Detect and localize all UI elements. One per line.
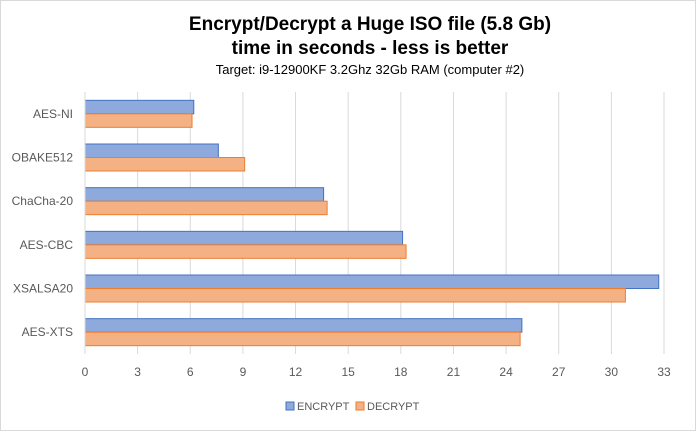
- bars: [84, 99, 660, 347]
- bar-encrypt-obake512: [84, 143, 219, 158]
- bar-decrypt-aes-cbc: [84, 244, 407, 259]
- category-label: OBAKE512: [12, 151, 74, 165]
- bar-encrypt-aes-xts: [84, 318, 523, 333]
- bar-decrypt-obake512: [84, 157, 246, 172]
- x-tick-label: 24: [499, 365, 513, 379]
- legend-label-encrypt: ENCRYPT: [297, 401, 350, 413]
- bar-encrypt-aes-cbc: [84, 230, 404, 246]
- bar-decrypt-aes-xts: [84, 331, 521, 347]
- x-tick-label: 33: [657, 365, 671, 379]
- bar-decrypt-xsalsa20: [84, 288, 626, 303]
- category-label: XSALSA20: [13, 282, 73, 296]
- x-tick-label: 30: [605, 365, 619, 379]
- x-tick-label: 3: [134, 365, 141, 379]
- x-tick-label: 18: [394, 365, 408, 379]
- category-label: ChaCha-20: [12, 194, 74, 208]
- gridlines: [84, 92, 665, 354]
- category-label: AES-XTS: [22, 325, 73, 339]
- x-tick-label: 12: [289, 365, 303, 379]
- chart-subtitle: Target: i9-12900KF 3.2Ghz 32Gb RAM (comp…: [216, 62, 525, 77]
- chart-title: Encrypt/Decrypt a Huge ISO file (5.8 Gb): [189, 14, 551, 35]
- chart-title-line2: time in seconds - less is better: [232, 38, 509, 59]
- legend-swatch-encrypt: [285, 401, 295, 411]
- x-tick-label: 21: [447, 365, 461, 379]
- bar-decrypt-chacha-20: [84, 200, 328, 216]
- x-tick-label: 9: [240, 365, 247, 379]
- x-tick-label: 27: [552, 365, 566, 379]
- category-label: AES-NI: [33, 107, 73, 121]
- bar-encrypt-chacha-20: [84, 187, 325, 202]
- category-label: AES-CBC: [20, 238, 74, 252]
- x-tick-label: 0: [82, 365, 89, 379]
- bar-encrypt-xsalsa20: [84, 274, 660, 289]
- legend: ENCRYPT DECRYPT: [285, 401, 420, 413]
- bar-encrypt-aes-ni: [84, 99, 195, 115]
- bar-decrypt-aes-ni: [84, 113, 193, 128]
- x-tick-label: 15: [342, 365, 356, 379]
- legend-label-decrypt: DECRYPT: [367, 401, 420, 413]
- axes: 0 3 6 9 12 15 18 21 24 27 30 33 AES-NI OBAKE512 ChaCha…: [12, 92, 671, 379]
- legend-swatch-decrypt: [355, 401, 365, 411]
- x-tick-label: 6: [187, 365, 194, 379]
